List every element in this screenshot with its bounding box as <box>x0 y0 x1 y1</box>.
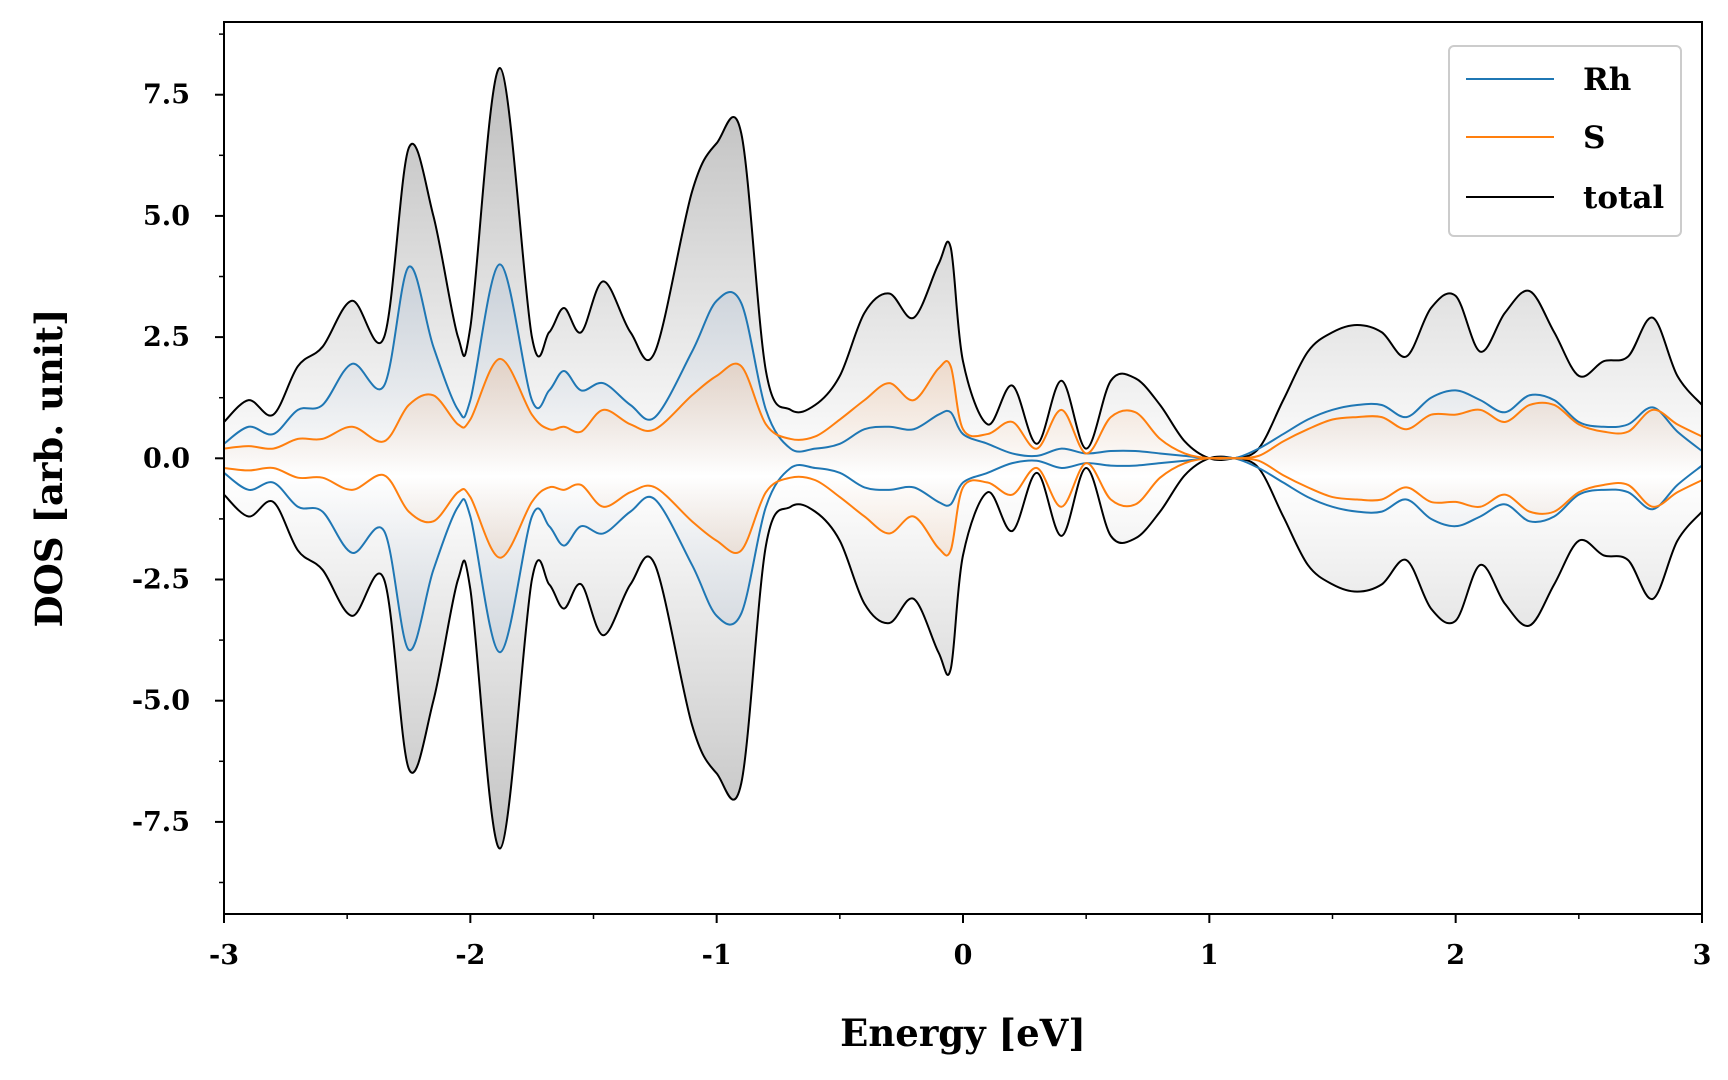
line-s-down <box>224 456 1702 559</box>
line-total-up <box>224 67 1702 461</box>
y-tick-label: 7.5 <box>143 80 190 111</box>
y-axis-title: DOS [arb. unit] <box>27 309 71 628</box>
x-tick-label: -2 <box>455 940 485 971</box>
legend-label-s: S <box>1583 120 1605 156</box>
x-axis-title: Energy [eV] <box>840 1011 1086 1055</box>
fill-s <box>224 358 1702 558</box>
x-tick-label: -1 <box>702 940 732 971</box>
x-tick-label: 2 <box>1446 940 1465 971</box>
y-tick-label: 5.0 <box>143 201 190 232</box>
y-tick-label: -5.0 <box>132 686 190 717</box>
x-tick-label: 3 <box>1693 940 1712 971</box>
legend-label-total: total <box>1583 180 1664 216</box>
y-tick-label: 0.0 <box>143 443 190 474</box>
y-tick-label: -2.5 <box>132 565 190 596</box>
plot-area <box>224 67 1702 850</box>
x-tick-label: 1 <box>1200 940 1219 971</box>
y-tick-label: 2.5 <box>143 322 190 353</box>
legend-label-rh: Rh <box>1583 62 1631 98</box>
y-tick-label: -7.5 <box>132 807 190 838</box>
legend-box <box>1448 45 1682 237</box>
line-s-up <box>224 357 1702 460</box>
x-tick-label: -3 <box>209 940 239 971</box>
line-total-down <box>224 455 1702 850</box>
line-rh-up <box>224 263 1702 461</box>
legend: Rh S total <box>1448 45 1682 237</box>
line-rh-down <box>224 456 1702 654</box>
x-tick-label: 0 <box>954 940 973 971</box>
axis-ticks: -3 -2 -1 0 1 2 3 -7.5 -5.0 -2.5 0.0 2.5 5.0 7.5 <box>132 33 1712 971</box>
